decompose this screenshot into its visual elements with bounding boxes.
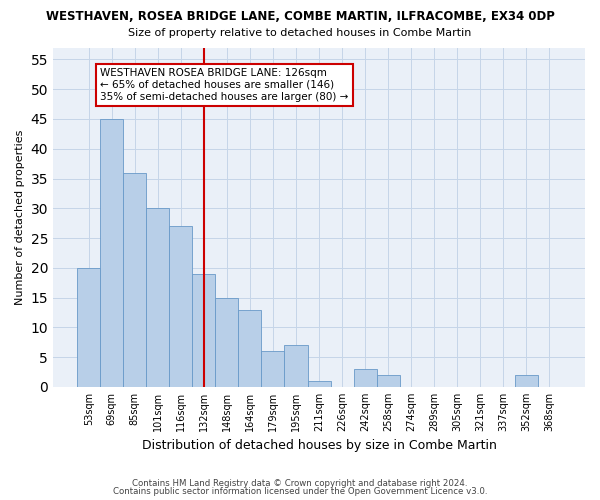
Text: WESTHAVEN ROSEA BRIDGE LANE: 126sqm
← 65% of detached houses are smaller (146)
3: WESTHAVEN ROSEA BRIDGE LANE: 126sqm ← 65… [100, 68, 349, 102]
Bar [238, 310, 262, 387]
Text: Size of property relative to detached houses in Combe Martin: Size of property relative to detached ho… [128, 28, 472, 38]
Bar [77, 268, 100, 387]
Bar [100, 119, 123, 387]
Bar [308, 381, 331, 387]
Bar [515, 375, 538, 387]
Bar [146, 208, 169, 387]
Bar [215, 298, 238, 387]
Bar [193, 274, 215, 387]
Text: Contains HM Land Registry data © Crown copyright and database right 2024.: Contains HM Land Registry data © Crown c… [132, 478, 468, 488]
Bar [377, 375, 400, 387]
X-axis label: Distribution of detached houses by size in Combe Martin: Distribution of detached houses by size … [142, 440, 496, 452]
Text: WESTHAVEN, ROSEA BRIDGE LANE, COMBE MARTIN, ILFRACOMBE, EX34 0DP: WESTHAVEN, ROSEA BRIDGE LANE, COMBE MART… [46, 10, 554, 23]
Text: Contains public sector information licensed under the Open Government Licence v3: Contains public sector information licen… [113, 488, 487, 496]
Bar [169, 226, 193, 387]
Bar [123, 172, 146, 387]
Bar [284, 345, 308, 387]
Bar [262, 351, 284, 387]
Y-axis label: Number of detached properties: Number of detached properties [15, 130, 25, 305]
Bar [353, 369, 377, 387]
